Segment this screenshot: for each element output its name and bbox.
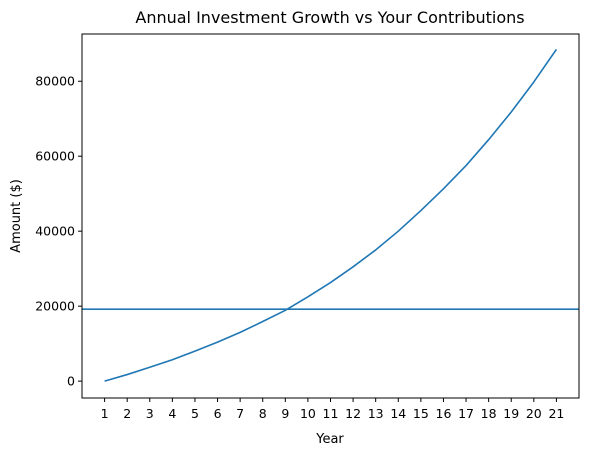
x-tick-label: 8 xyxy=(259,406,267,421)
x-tick-label: 14 xyxy=(390,406,406,421)
y-axis-ticks: 0 20000 40000 60000 80000 xyxy=(35,74,82,389)
x-axis-label: Year xyxy=(315,432,344,447)
x-tick-label: 9 xyxy=(281,406,289,421)
x-tick-label: 10 xyxy=(300,406,316,421)
plot-frame xyxy=(81,33,580,399)
y-tick-label: 40000 xyxy=(35,224,75,239)
x-tick-label: 20 xyxy=(526,406,542,421)
plot-area xyxy=(82,48,579,382)
y-axis-label: Amount ($) xyxy=(9,179,24,253)
y-tick-label: 60000 xyxy=(35,149,75,164)
x-tick-label: 13 xyxy=(368,406,384,421)
y-tick-label: 80000 xyxy=(35,74,75,89)
x-axis-ticks: 1 2 3 4 5 6 7 8 9 10 11 12 13 14 15 16 17 18 19 20 21 xyxy=(101,398,564,421)
x-tick-label: 3 xyxy=(146,406,154,421)
growth-series-line xyxy=(104,48,558,382)
x-tick-label: 5 xyxy=(191,406,199,421)
x-tick-label: 15 xyxy=(413,406,429,421)
x-tick-label: 6 xyxy=(214,406,222,421)
x-tick-label: 18 xyxy=(481,406,497,421)
x-tick-label: 12 xyxy=(345,406,361,421)
x-tick-label: 17 xyxy=(458,406,474,421)
y-tick-label: 0 xyxy=(67,374,75,389)
chart-title: Annual Investment Growth vs Your Contrib… xyxy=(135,8,524,27)
x-tick-label: 1 xyxy=(101,406,109,421)
x-tick-label: 21 xyxy=(548,406,564,421)
x-tick-label: 2 xyxy=(123,406,131,421)
x-tick-label: 7 xyxy=(236,406,244,421)
y-tick-label: 20000 xyxy=(35,299,75,314)
x-tick-label: 19 xyxy=(503,406,519,421)
x-tick-label: 11 xyxy=(323,406,339,421)
x-tick-label: 16 xyxy=(436,406,452,421)
x-tick-label: 4 xyxy=(168,406,176,421)
